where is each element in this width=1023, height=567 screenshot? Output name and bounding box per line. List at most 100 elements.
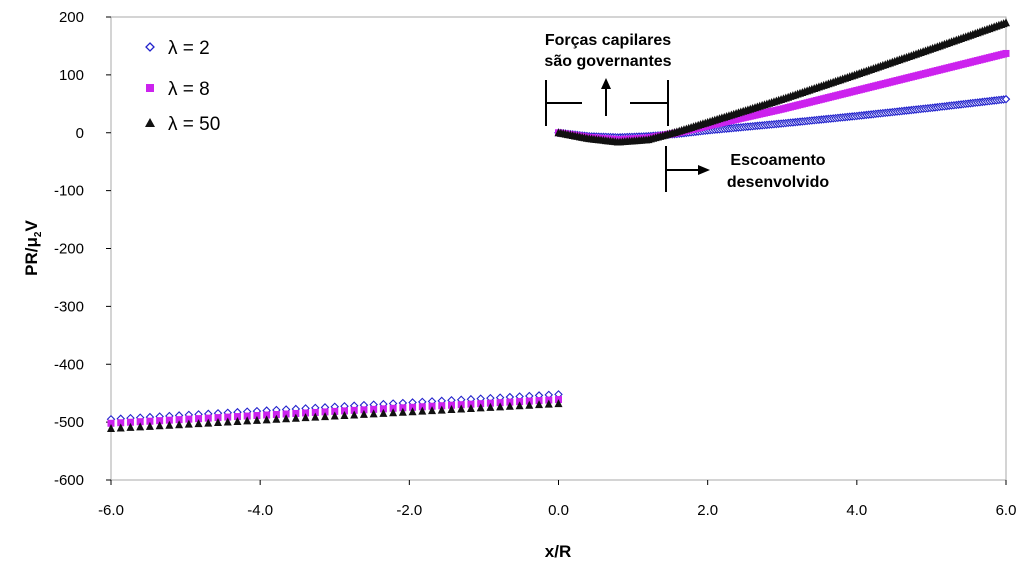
data-point (136, 418, 144, 426)
legend: λ = 2 λ = 8 λ = 50 (145, 38, 220, 135)
data-point (398, 407, 407, 416)
data-point (330, 411, 339, 420)
data-point (408, 407, 417, 416)
data-point (243, 416, 252, 425)
data-point (175, 420, 184, 429)
y-tick-label: 100 (59, 67, 84, 84)
data-series (106, 18, 1011, 432)
data-point (214, 418, 223, 427)
data-point (165, 420, 174, 429)
data-point (437, 405, 446, 414)
x-tick-label: -4.0 (247, 502, 273, 519)
legend-label: λ = 8 (168, 79, 210, 100)
x-tick-label: 0.0 (548, 502, 569, 519)
data-point (359, 409, 368, 418)
data-point (302, 409, 310, 417)
annotation-text: são governantes (544, 53, 671, 70)
data-point (350, 406, 358, 414)
y-axis-label: PR/μ2V (22, 220, 44, 276)
data-point (350, 410, 359, 419)
data-point (311, 408, 319, 416)
data-point (486, 402, 495, 411)
data-point (1001, 94, 1011, 104)
x-axis-ticks: -6.0 -4.0 -2.0 0.0 2.0 4.0 6.0 (98, 480, 1016, 519)
data-point (175, 416, 183, 424)
data-point (340, 407, 348, 415)
data-point (447, 405, 456, 414)
data-point (146, 417, 154, 425)
x-tick-label: -2.0 (396, 502, 422, 519)
data-point (1002, 18, 1010, 27)
x-tick-label: 2.0 (697, 502, 718, 519)
annotation-text: Escoamento (730, 152, 825, 169)
data-point (476, 403, 485, 412)
data-point (156, 417, 164, 425)
data-point (525, 400, 534, 409)
x-tick-label: 6.0 (996, 502, 1017, 519)
data-point (116, 423, 125, 432)
data-point (321, 408, 329, 416)
data-point (291, 413, 300, 422)
data-point (389, 408, 398, 417)
data-point (107, 423, 115, 432)
data-point (184, 419, 193, 428)
y-tick-label: 200 (59, 9, 84, 26)
data-point (145, 421, 154, 430)
y-tick-label: -500 (54, 414, 84, 431)
data-point (194, 419, 203, 428)
data-point (515, 401, 524, 410)
y-tick-label: -300 (54, 298, 84, 315)
data-point (253, 412, 261, 420)
data-point (224, 413, 232, 421)
data-point (370, 405, 378, 413)
data-point (155, 421, 164, 430)
legend-item-lambda-2: λ = 2 (145, 38, 210, 59)
data-point (428, 406, 437, 415)
legend-marker-square (146, 84, 154, 92)
data-point (331, 407, 339, 415)
data-point (126, 422, 135, 431)
data-point (554, 399, 563, 408)
data-point (466, 403, 475, 412)
data-point (505, 401, 514, 410)
data-point (117, 419, 125, 427)
data-point (379, 408, 388, 417)
data-point (262, 415, 271, 424)
data-point (214, 414, 222, 422)
data-point (321, 412, 330, 421)
legend-marker-diamond (145, 42, 155, 52)
annotation-text: desenvolvido (727, 174, 829, 191)
x-tick-label: -6.0 (98, 502, 124, 519)
data-point (369, 409, 378, 418)
y-axis-ticks: 200 100 0 -100 -200 -300 -400 -500 -600 (54, 9, 111, 489)
data-point (204, 414, 212, 422)
data-point (282, 414, 291, 423)
data-point (360, 406, 368, 414)
data-point (535, 400, 544, 409)
up-arrow-icon (601, 78, 611, 89)
data-point (165, 416, 173, 424)
data-point (272, 414, 281, 423)
data-point (136, 422, 145, 431)
legend-item-lambda-50: λ = 50 (145, 114, 220, 135)
data-point (418, 406, 427, 415)
right-arrow-icon (698, 165, 710, 175)
data-point (204, 418, 213, 427)
data-point (195, 415, 203, 423)
legend-item-lambda-8: λ = 8 (146, 79, 210, 100)
data-point (1002, 49, 1010, 57)
legend-marker-triangle (145, 118, 155, 127)
data-point (233, 416, 242, 425)
data-point (272, 411, 280, 419)
annotation-developed: Escoamento desenvolvido (665, 146, 829, 192)
data-point (292, 409, 300, 417)
data-point (311, 412, 320, 421)
data-point (107, 419, 115, 427)
x-tick-label: 4.0 (846, 502, 867, 519)
data-point (126, 418, 134, 426)
data-point (223, 417, 232, 426)
series-filled-triangle (107, 18, 1010, 432)
data-point (544, 399, 553, 408)
y-tick-label: 0 (76, 125, 84, 142)
